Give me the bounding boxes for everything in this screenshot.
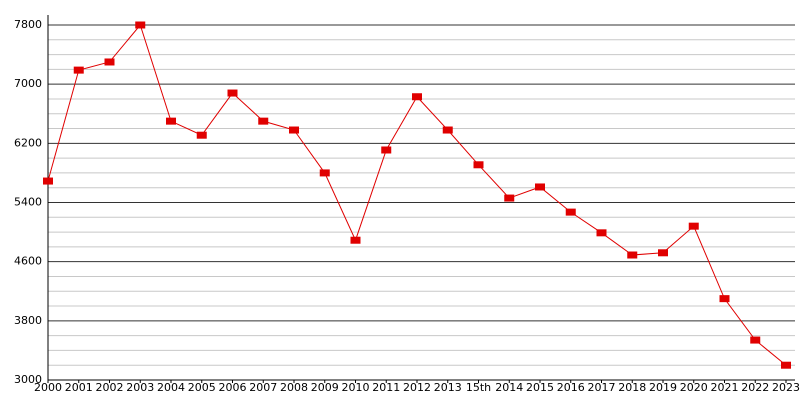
point-marker [381,146,392,154]
x-tick-label: 2002 [96,381,124,394]
x-tick-label: 2007 [249,381,277,394]
x-tick-label: 15th [466,381,491,394]
point-marker [412,93,422,101]
x-tick-label: 2018 [618,381,646,394]
x-tick-label: 2012 [403,381,431,394]
point-marker [473,161,484,169]
point-marker [166,117,176,125]
point-marker [135,21,146,29]
point-marker [258,117,269,125]
x-tick-label: 2004 [157,381,185,394]
point-marker [227,89,238,97]
y-tick-label: 3800 [14,314,42,327]
point-marker [289,126,299,134]
x-tick-label: 2019 [649,381,677,394]
point-marker [442,126,453,134]
x-tick-label: 2005 [188,381,216,394]
x-tick-label: 2016 [557,381,585,394]
point-marker [688,222,699,230]
y-tick-label: 7000 [14,77,42,90]
y-tick-label: 4600 [14,255,42,268]
x-tick-label: 2008 [280,381,308,394]
series-line [47,23,787,366]
x-tick-label: 2020 [680,381,708,394]
point-marker [750,336,761,344]
x-tick-label: 2003 [126,381,154,394]
point-marker [565,208,576,216]
point-marker [196,131,207,139]
y-tick-label: 3000 [14,373,42,386]
x-tick-label: 2010 [342,381,370,394]
point-marker [658,249,668,257]
x-tick-label: 2011 [372,381,400,394]
x-tick-label: 2000 [34,381,62,394]
point-marker [319,169,330,177]
x-tick-label: 2022 [741,381,769,394]
y-tick-label: 7800 [14,18,42,31]
x-tick-label: 2021 [711,381,739,394]
point-marker [596,229,607,237]
point-marker [504,194,515,202]
x-tick-label: 2014 [495,381,523,394]
point-marker [627,251,638,259]
point-marker [73,66,84,74]
point-marker [350,236,361,244]
y-tick-label: 6200 [14,136,42,149]
y-tick-label: 5400 [14,196,42,209]
point-marker [781,361,791,369]
x-tick-label: 2009 [311,381,339,394]
x-tick-label: 2013 [434,381,462,394]
x-tick-label: 2023 [772,381,800,394]
x-tick-label: 2015 [526,381,554,394]
point-marker [719,295,730,303]
x-tick-label: 2001 [65,381,93,394]
x-tick-label: 2017 [588,381,616,394]
x-tick-label: 2006 [219,381,247,394]
point-marker [535,183,545,191]
point-marker [104,58,115,66]
point-marker [43,177,53,185]
